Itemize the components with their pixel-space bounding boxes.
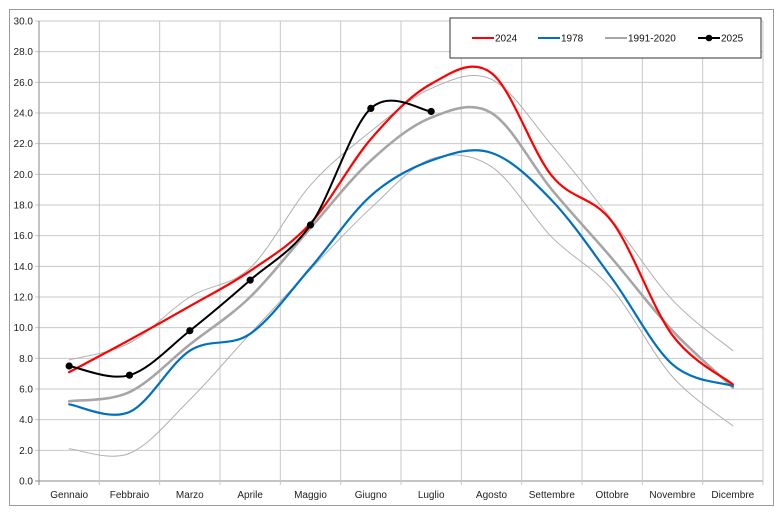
y-tick-label: 12.0 <box>14 293 34 304</box>
series-line-2024 <box>68 65 734 386</box>
x-tick-label: Ottobre <box>595 490 629 501</box>
y-tick-label: 26.0 <box>14 78 34 89</box>
y-tick-label: 18.0 <box>14 201 34 212</box>
series-line-1991-2020-min <box>68 154 734 457</box>
data-point-2025 <box>427 107 435 116</box>
series-line-1991-2020 <box>67 105 735 403</box>
y-tick-label: 24.0 <box>14 109 34 120</box>
y-tick-label: 20.0 <box>14 170 34 181</box>
x-tick-label: Novembre <box>649 490 696 501</box>
data-point-2025 <box>246 276 254 284</box>
x-tick-label: Marzo <box>176 490 204 501</box>
legend-label-2024: 2024 <box>495 34 518 45</box>
x-tick-label: Settembre <box>529 490 576 501</box>
x-tick-label: Aprile <box>237 490 263 501</box>
legend-label-2025: 2025 <box>721 34 744 45</box>
x-tick-label: Febbraio <box>110 490 150 501</box>
x-tick-label: Luglio <box>418 490 445 501</box>
y-tick-label: 14.0 <box>14 262 34 273</box>
legend-label-1978: 1978 <box>561 34 584 45</box>
y-tick-label: 6.0 <box>19 385 33 396</box>
x-tick-label: Agosto <box>476 490 508 501</box>
y-tick-label: 16.0 <box>14 231 34 242</box>
data-point-2025 <box>125 371 134 379</box>
series-line-1978 <box>68 149 734 416</box>
data-point-2025 <box>65 362 73 370</box>
y-tick-label: 10.0 <box>14 323 34 334</box>
series-line-2025 <box>68 99 433 378</box>
y-tick-label: 4.0 <box>19 415 33 426</box>
chart-frame <box>9 9 774 506</box>
y-tick-label: 22.0 <box>14 139 34 150</box>
y-tick-label: 28.0 <box>14 47 34 58</box>
x-tick-label: Dicembre <box>711 490 754 501</box>
data-point-2025 <box>367 104 375 112</box>
legend-marker-2025 <box>705 34 713 42</box>
y-tick-label: 30.0 <box>14 17 34 28</box>
x-tick-label: Maggio <box>294 490 327 501</box>
y-tick-label: 8.0 <box>19 354 33 365</box>
data-point-2025 <box>186 327 194 335</box>
legend: 2024 1978 1991-2020 2025 <box>449 17 762 59</box>
y-tick-label: 2.0 <box>19 446 33 457</box>
y-tick-label: 0.0 <box>19 477 33 488</box>
data-point-2025 <box>306 221 315 229</box>
x-tick-label: Gennaio <box>50 490 88 501</box>
x-tick-label: Giugno <box>355 490 388 501</box>
legend-label-1991-2020: 1991-2020 <box>628 34 676 45</box>
